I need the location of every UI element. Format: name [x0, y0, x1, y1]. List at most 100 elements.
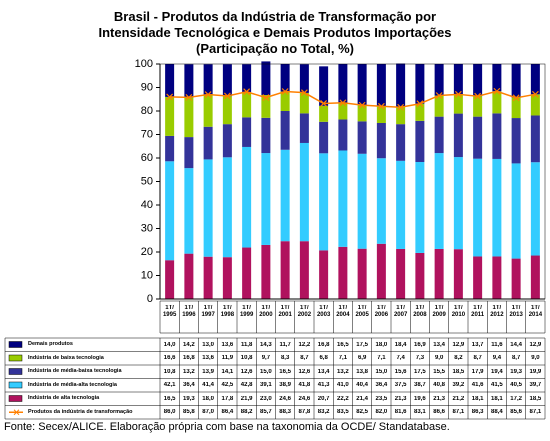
bar-segment: [357, 64, 367, 106]
bar-segment: [184, 253, 194, 299]
legend-swatch: [8, 395, 23, 402]
bar-segment: [280, 111, 290, 150]
data-label: 12,9: [452, 341, 465, 348]
data-label: 12,6: [240, 368, 253, 375]
data-label: 85,8: [183, 409, 195, 415]
x-tick-label: 1T/ 2009: [432, 305, 446, 318]
bar-segment: [415, 120, 425, 162]
bar-segment: [357, 248, 367, 299]
plot-frame: [159, 63, 546, 300]
line-marker: [531, 90, 539, 98]
legend-label: Indústria de média-baixa tecnologia: [28, 368, 122, 374]
line-marker: [243, 88, 251, 96]
data-label: 41,6: [471, 382, 484, 388]
data-label: 16,8: [183, 355, 195, 361]
data-label: 38,9: [279, 382, 291, 388]
line-marker: [320, 100, 328, 107]
bar-segment: [453, 64, 463, 95]
bar-segment: [242, 64, 252, 92]
data-label: 8,7: [300, 355, 309, 361]
data-label: 18,0: [202, 395, 214, 402]
x-tick-label: 1T/ 2011: [471, 305, 485, 318]
data-label: 86,3: [471, 409, 484, 415]
data-label: 39,1: [260, 382, 272, 388]
bar-segment: [242, 247, 252, 299]
data-label: 17,9: [471, 368, 484, 375]
data-label: 17,8: [221, 395, 234, 402]
x-tick-label: 1T/ 1998: [220, 305, 235, 318]
data-label: 85,7: [260, 409, 272, 415]
data-label: 9,7: [261, 355, 271, 361]
bar-segment: [338, 102, 348, 120]
bar-segment: [473, 64, 483, 97]
x-tick-label: 1T/ 2014: [528, 305, 543, 318]
data-label: 12,6: [298, 368, 311, 375]
bar-segment: [242, 117, 252, 147]
bar-segment: [165, 135, 175, 162]
legend-swatch: [8, 341, 23, 348]
data-label: 8,7: [511, 355, 521, 361]
bar-segment: [203, 126, 213, 160]
line-marker: [397, 103, 405, 111]
bar-segment: [453, 249, 463, 299]
data-label: 38,7: [414, 382, 426, 388]
bar-segment: [376, 243, 386, 299]
chart-subtitle: (Participação no Total, %): [196, 41, 354, 56]
bar-segment: [280, 64, 290, 92]
data-label: 15,0: [375, 368, 388, 375]
bar-segment: [473, 256, 483, 299]
bar-segment: [530, 64, 540, 95]
data-label: 7,1: [338, 355, 348, 361]
data-label: 36,4: [183, 382, 195, 388]
bar-segment: [511, 163, 521, 259]
data-label: 11,7: [279, 341, 291, 348]
bar-segment: [165, 161, 175, 261]
bar-segment: [396, 63, 406, 107]
line-marker: [358, 101, 366, 109]
x-tick-label: 1T/ 2002: [297, 305, 312, 318]
bar-segment: [261, 244, 271, 299]
bar-segment: [357, 121, 367, 154]
bar-segment: [396, 248, 406, 299]
data-label: 86,6: [433, 409, 445, 415]
bar-segment: [222, 124, 232, 158]
data-label: 14,1: [221, 368, 234, 375]
line-marker: [166, 93, 174, 101]
line-marker: [454, 90, 462, 98]
x-tick-label: 1T/ 2013: [509, 305, 523, 318]
bar-segment: [473, 96, 483, 117]
data-label: 83,5: [337, 409, 349, 415]
chart-subtitle: Intensidade Tecnológica e Demais Produto…: [98, 25, 452, 40]
data-label: 9,0: [434, 355, 444, 361]
bar-segment: [492, 158, 502, 257]
x-tick-label: 1T/ 2003: [316, 305, 331, 318]
bar-segment: [434, 153, 444, 249]
bar-segment: [530, 162, 540, 256]
bar-segment: [203, 64, 213, 95]
bar-segment: [530, 94, 540, 116]
data-label: 20,7: [317, 395, 330, 402]
bar-segment: [511, 97, 521, 119]
line-marker: [512, 94, 520, 102]
data-label: 16,5: [279, 368, 291, 375]
bar-segment: [338, 246, 348, 299]
data-label: 40,4: [356, 382, 368, 388]
bar-segment: [184, 137, 194, 169]
data-label: 83,2: [317, 409, 330, 415]
bar-segment: [530, 115, 540, 163]
data-label: 6,9: [357, 355, 367, 361]
data-label: 86,0: [163, 409, 176, 415]
bar-segment: [453, 94, 463, 114]
bar-segment: [203, 159, 213, 257]
bar-segment: [376, 106, 386, 123]
line-series: [169, 90, 536, 108]
bar-segment: [415, 64, 425, 104]
data-label: 82,5: [356, 409, 368, 415]
data-label: 16,5: [163, 395, 176, 402]
data-label: 17,5: [414, 368, 426, 375]
bar-segment: [184, 168, 194, 254]
bar-segment: [492, 113, 502, 159]
bar-segment: [453, 113, 463, 158]
legend-swatch: [8, 354, 23, 362]
data-label: 14,2: [183, 341, 195, 348]
